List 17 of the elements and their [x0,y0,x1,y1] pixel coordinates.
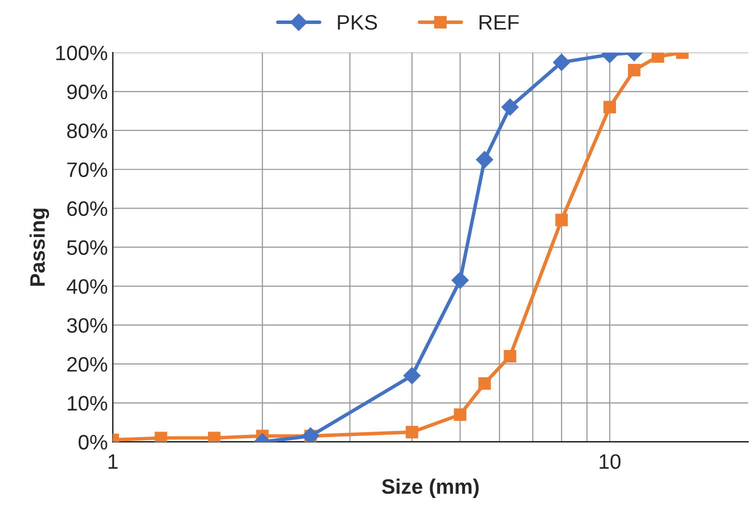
y-tick-label: 10% [68,396,108,411]
legend-label: PKS [338,14,377,30]
y-axis-title: Passing [30,208,50,286]
x-tick-label: 1 [108,454,118,469]
y-tick-label: 0% [78,434,108,450]
x-axis-title: Size (mm) [382,478,479,498]
y-tick-label: 40% [66,279,108,294]
y-tick-label: 30% [67,318,108,333]
y-tick-label: 60% [67,201,108,216]
y-tick-label: 70% [67,162,108,178]
x-tick-label: 10 [600,454,620,469]
y-tick-label: 90% [67,84,108,100]
y-tick-label: 100% [56,46,108,60]
y-tick-label: 50% [67,240,108,255]
y-tick-label: 80% [67,123,108,138]
y-tick-label: 20% [67,356,108,372]
legend-label: REF [480,15,519,30]
